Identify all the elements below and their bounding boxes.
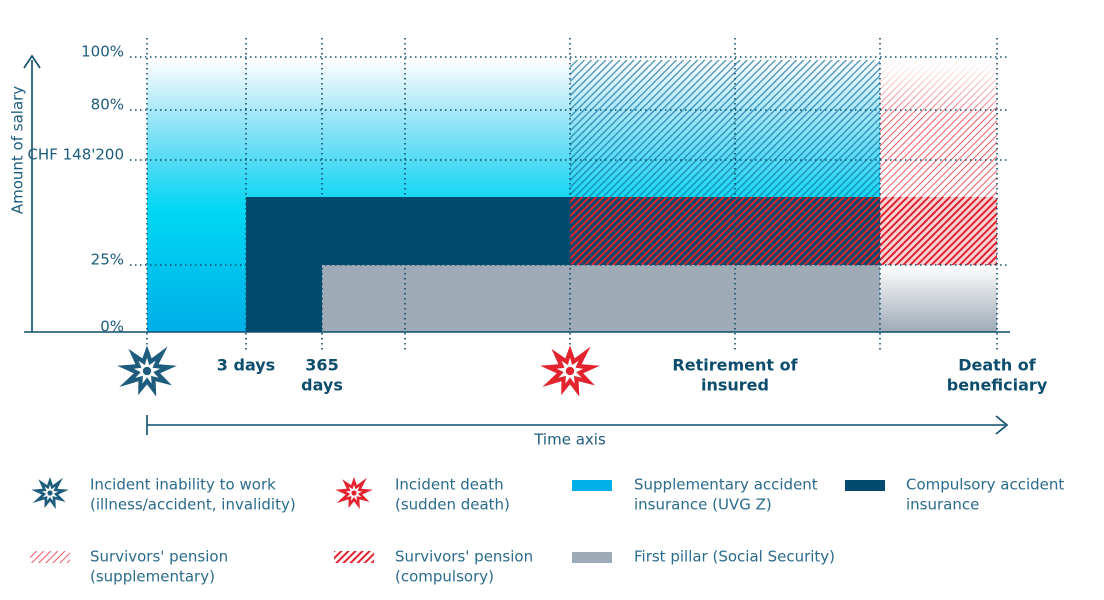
- hatch-compulsory: [570, 197, 880, 265]
- legend-label: Incident inability to work: [90, 476, 276, 494]
- y-label: CHF 148'200: [27, 146, 124, 164]
- x-label: Retirement of: [672, 356, 798, 375]
- incident-star-core: [142, 366, 152, 376]
- y-label: 0%: [100, 318, 124, 336]
- legend-label: (supplementary): [90, 568, 215, 586]
- hatch-compulsory: [880, 197, 997, 265]
- y-label: 100%: [81, 43, 124, 61]
- legend-label: insurance: [906, 496, 979, 514]
- legend-swatch: [572, 480, 612, 491]
- arrow: [23, 54, 41, 69]
- x-label: Death of: [958, 356, 1037, 375]
- first-pillar-area: [322, 265, 880, 332]
- x-label: beneficiary: [947, 376, 1048, 395]
- legend-label: (compulsory): [395, 568, 494, 586]
- legend-swatch: [572, 552, 612, 563]
- legend-label: Compulsory accident: [906, 476, 1064, 494]
- death-star-core: [565, 366, 575, 376]
- x-label: 3 days: [217, 356, 275, 375]
- legend-label: (illness/accident, invalidity): [90, 496, 296, 514]
- y-label: 80%: [91, 96, 124, 114]
- legend-label: insurance (UVG Z): [634, 496, 772, 514]
- fade: [880, 60, 997, 120]
- legend-label: Survivors' pension: [90, 548, 228, 566]
- legend-label: (sudden death): [395, 496, 510, 514]
- legend-swatch: [334, 551, 374, 563]
- x-axis-title: Time axis: [533, 431, 606, 449]
- legend-icon-core: [47, 490, 53, 496]
- legend-label: Supplementary accident: [634, 476, 818, 494]
- legend-swatch: [845, 480, 885, 491]
- x-label: 365: [305, 356, 338, 375]
- legend-swatch: [30, 551, 70, 563]
- legend-label: First pillar (Social Security): [634, 548, 835, 566]
- plot: [23, 54, 1010, 435]
- legend-label: Survivors' pension: [395, 548, 533, 566]
- legend-icon-core: [351, 490, 357, 496]
- arrow: [995, 415, 1009, 435]
- y-label: 25%: [91, 251, 124, 269]
- legend-label: Incident death: [395, 476, 504, 494]
- hatch-supplementary: [570, 60, 880, 197]
- first-pillar-area: [880, 265, 997, 332]
- y-axis-title: Amount of salary: [9, 86, 27, 214]
- x-label: insured: [701, 376, 769, 395]
- x-label: days: [301, 376, 343, 395]
